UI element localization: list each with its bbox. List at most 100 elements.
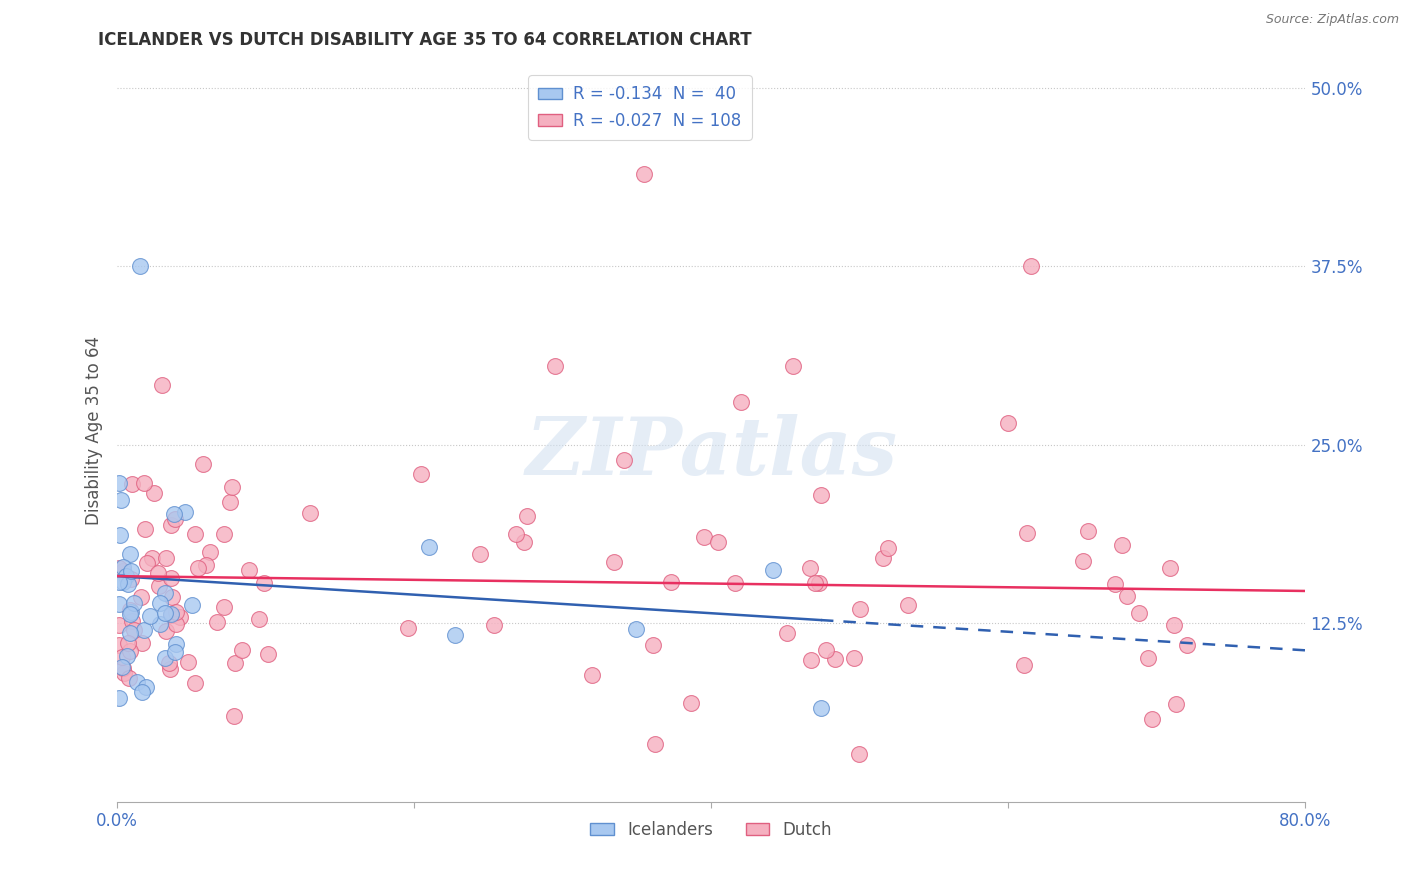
Point	[166, 605, 188, 619]
Point	[205, 615, 228, 630]
Point	[107, 638, 129, 652]
Point	[195, 558, 218, 573]
Point	[165, 637, 187, 651]
Point	[120, 573, 142, 587]
Point	[121, 476, 143, 491]
Point	[810, 700, 832, 714]
Point	[198, 545, 221, 559]
Point	[142, 486, 165, 500]
Point	[136, 556, 159, 570]
Point	[118, 603, 141, 617]
Point	[107, 597, 129, 611]
Point	[117, 648, 139, 663]
Point	[149, 596, 172, 610]
Point	[800, 653, 823, 667]
Point	[516, 508, 538, 523]
Point	[108, 528, 131, 542]
Point	[679, 696, 702, 710]
Point	[1116, 589, 1139, 603]
Point	[298, 506, 321, 520]
Point	[1111, 538, 1133, 552]
Point	[122, 595, 145, 609]
Point	[1159, 561, 1181, 575]
Point	[633, 167, 655, 181]
Point	[117, 576, 139, 591]
Point	[135, 680, 157, 694]
Point	[110, 492, 132, 507]
Point	[253, 576, 276, 591]
Point	[150, 378, 173, 392]
Point	[120, 607, 142, 621]
Point	[163, 507, 186, 521]
Point	[848, 747, 870, 762]
Point	[129, 260, 152, 274]
Point	[613, 453, 636, 467]
Point	[761, 563, 783, 577]
Point	[134, 475, 156, 490]
Point	[872, 551, 894, 566]
Point	[396, 622, 419, 636]
Point	[117, 636, 139, 650]
Point	[224, 656, 246, 670]
Point	[141, 550, 163, 565]
Point	[111, 559, 134, 574]
Point	[707, 535, 730, 549]
Point	[118, 644, 141, 658]
Point	[127, 674, 149, 689]
Point	[146, 566, 169, 580]
Point	[107, 617, 129, 632]
Point	[134, 623, 156, 637]
Point	[897, 599, 920, 613]
Point	[160, 608, 183, 623]
Point	[505, 527, 527, 541]
Point	[148, 579, 170, 593]
Point	[159, 662, 181, 676]
Point	[581, 668, 603, 682]
Point	[120, 564, 142, 578]
Point	[1104, 577, 1126, 591]
Point	[693, 531, 716, 545]
Point	[121, 614, 143, 628]
Point	[1142, 712, 1164, 726]
Point	[160, 590, 183, 604]
Point	[180, 599, 202, 613]
Point	[112, 666, 135, 681]
Point	[177, 655, 200, 669]
Point	[155, 651, 177, 665]
Point	[997, 417, 1019, 431]
Point	[468, 547, 491, 561]
Point	[1175, 638, 1198, 652]
Point	[1019, 260, 1042, 274]
Point	[107, 475, 129, 490]
Point	[155, 624, 177, 638]
Point	[187, 561, 209, 575]
Point	[1012, 657, 1035, 672]
Point	[122, 623, 145, 637]
Point	[842, 651, 865, 665]
Point	[644, 737, 666, 751]
Point	[775, 625, 797, 640]
Point	[160, 517, 183, 532]
Point	[155, 551, 177, 566]
Point	[799, 561, 821, 575]
Point	[810, 488, 832, 502]
Point	[824, 652, 846, 666]
Point	[544, 359, 567, 374]
Point	[512, 534, 534, 549]
Point	[153, 586, 176, 600]
Point	[163, 644, 186, 658]
Point	[849, 601, 872, 615]
Point	[730, 395, 752, 409]
Point	[247, 612, 270, 626]
Point	[409, 467, 432, 482]
Point	[782, 359, 804, 374]
Point	[174, 505, 197, 519]
Point	[602, 555, 624, 569]
Point	[131, 636, 153, 650]
Point	[724, 576, 747, 591]
Point	[107, 560, 129, 574]
Text: ICELANDER VS DUTCH DISABILITY AGE 35 TO 64 CORRELATION CHART: ICELANDER VS DUTCH DISABILITY AGE 35 TO …	[98, 31, 752, 49]
Point	[160, 571, 183, 585]
Point	[111, 661, 134, 675]
Point	[1128, 606, 1150, 620]
